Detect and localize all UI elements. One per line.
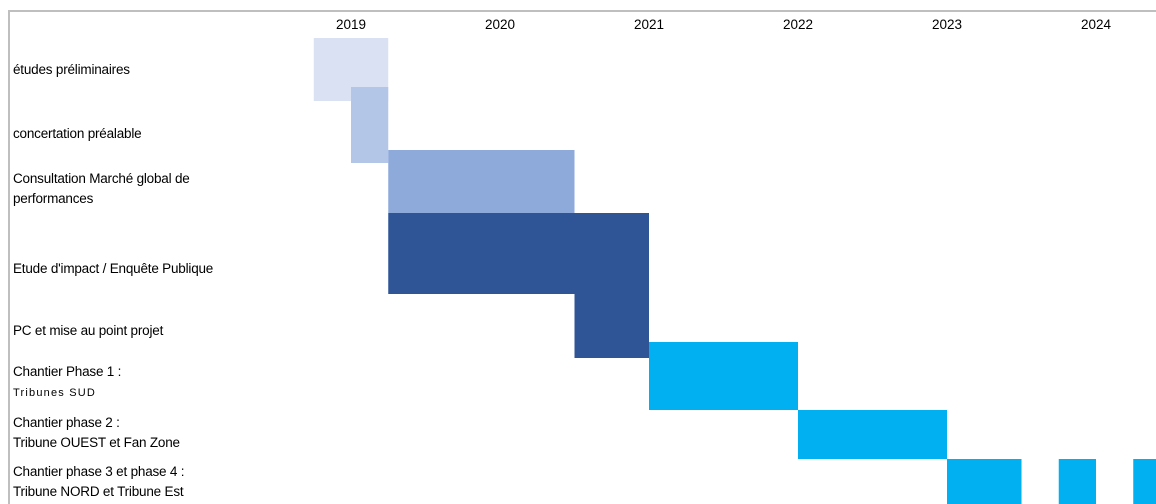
task-sublabel-text: Tribune NORD et Tribune Est <box>13 484 184 499</box>
chart-frame-left <box>8 10 10 504</box>
task-label-text: Chantier phase 3 et phase 4 : <box>13 464 185 479</box>
task-sublabel-text: Tribunes SUD <box>13 387 97 399</box>
year-tick-label: 2021 <box>634 17 664 32</box>
gantt-bar <box>351 87 389 163</box>
gantt-bar <box>947 459 1022 504</box>
gantt-bar <box>574 294 649 358</box>
task-sublabel-text: Tribune OUEST et Fan Zone <box>13 435 180 450</box>
year-tick-label: 2023 <box>932 17 962 32</box>
gantt-bar <box>649 342 798 410</box>
task-label-chantier-phase-2: Chantier phase 2 : Tribune OUEST et Fan … <box>13 413 268 453</box>
gantt-bar <box>388 213 649 294</box>
task-label-text: Consultation Marché global de <box>13 171 190 186</box>
task-label-consultation-marche: Consultation Marché global de performanc… <box>13 169 268 209</box>
task-label-etude-impact: Etude d'impact / Enquête Publique <box>13 259 268 279</box>
task-label-concertation-prealable: concertation préalable <box>13 124 268 144</box>
year-axis: 2019 2020 2021 2022 2023 2024 <box>336 17 1112 32</box>
task-label-text: Chantier Phase 1 : <box>13 364 122 379</box>
task-label-text: Chantier phase 2 : <box>13 415 120 430</box>
gantt-bar <box>1133 459 1156 504</box>
chart-frame-top <box>8 10 1156 12</box>
task-label-text: études préliminaires <box>13 62 130 77</box>
year-tick-label: 2019 <box>336 17 366 32</box>
task-label-text: Etude d'impact / Enquête Publique <box>13 261 214 276</box>
year-tick-label: 2022 <box>783 17 813 32</box>
gantt-bar <box>388 150 575 213</box>
gantt-bars <box>313 38 1156 504</box>
task-label-text: PC et mise au point projet <box>13 323 164 338</box>
task-label-chantier-phase-1: Chantier Phase 1 : Tribunes SUD <box>13 362 268 403</box>
task-label-text: concertation préalable <box>13 126 142 141</box>
task-label-pc-mise-au-point: PC et mise au point projet <box>13 321 268 341</box>
task-label-chantier-phase-3-4: Chantier phase 3 et phase 4 : Tribune NO… <box>13 462 268 502</box>
gantt-bar <box>798 410 947 459</box>
task-sublabel-text: performances <box>13 191 94 206</box>
task-label-etudes-preliminaires: études préliminaires <box>13 60 268 80</box>
year-tick-label: 2024 <box>1081 17 1112 32</box>
gantt-bar <box>1058 459 1096 504</box>
year-tick-label: 2020 <box>485 17 515 32</box>
